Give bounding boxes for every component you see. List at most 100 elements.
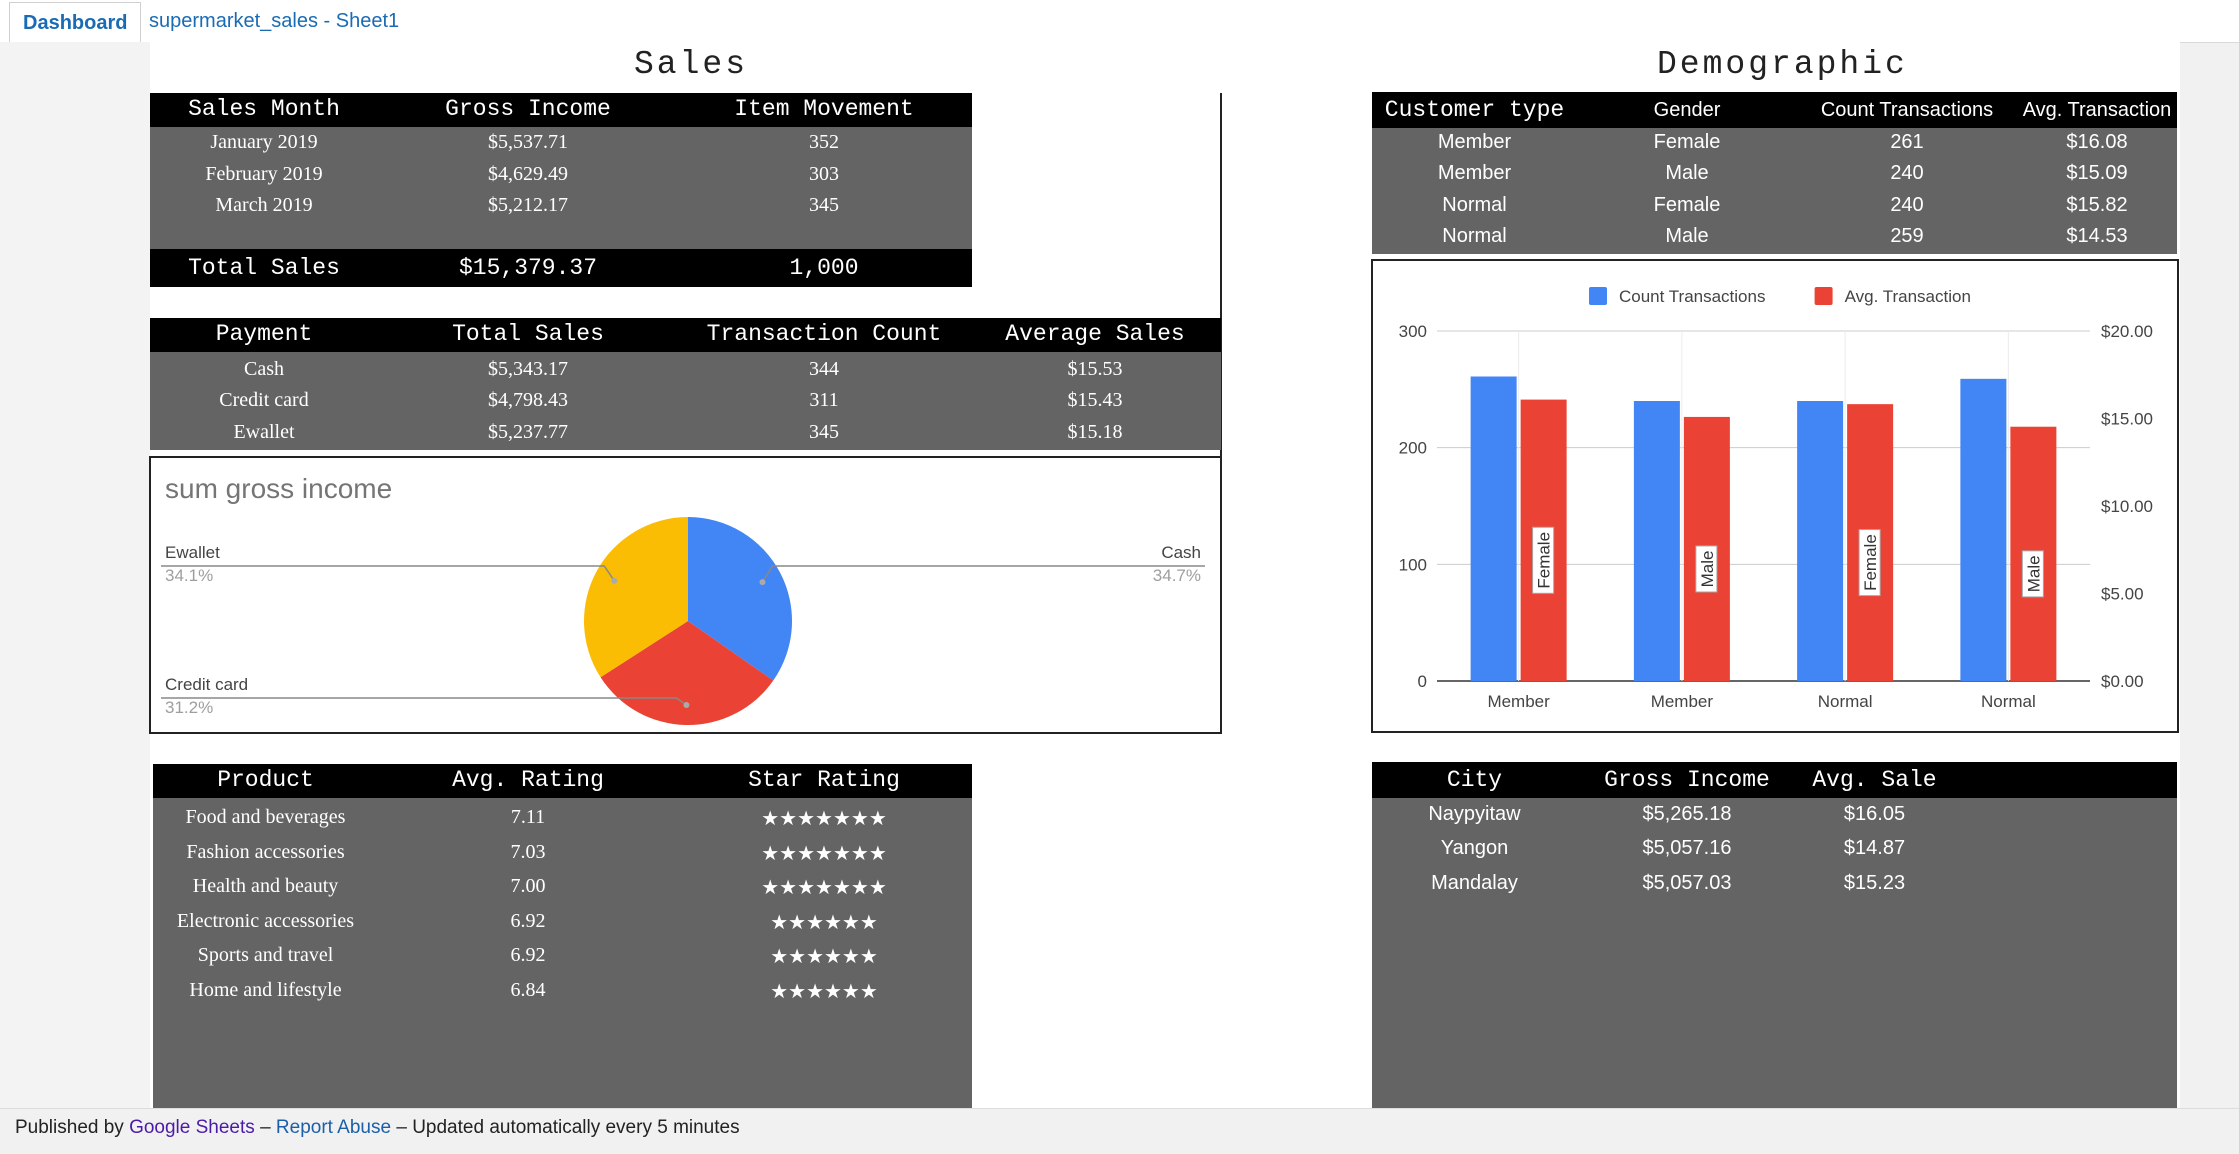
header-transaction-count: Transaction Count [706, 321, 942, 347]
cell: Male [1665, 225, 1709, 247]
table-row: Cash $5,343.17 344 $15.53 [150, 358, 1221, 388]
left-axis-tick: 200 [1399, 439, 1427, 458]
pie-slice-cash [688, 517, 792, 681]
customer-body [1372, 128, 2177, 254]
category-label: Normal [1818, 692, 1873, 711]
bar-label-group: Female [1858, 529, 1881, 597]
left-axis-tick: 300 [1399, 322, 1427, 341]
pie-chart[interactable]: sum gross income Cash 34.7% Credit card 31.… [149, 456, 1222, 734]
table-row: February 2019 $4,629.49 303 [150, 163, 972, 193]
header-gross-income: Gross Income [1604, 767, 1770, 793]
cell: 6.84 [510, 978, 546, 1001]
header-gender: Gender [1653, 99, 1721, 121]
pie-percent-label: 34.1% [165, 566, 213, 585]
cell: 7.03 [510, 840, 546, 863]
sales-section-title: Sales [634, 46, 749, 83]
bar-label-group: Male [1695, 545, 1718, 593]
cell: $15.53 [1067, 358, 1123, 380]
star-rating: ★★★★★★ [770, 980, 878, 1003]
cell: Sports and travel [197, 944, 334, 966]
cell: 311 [809, 389, 839, 411]
legend-label: Count Transactions [1619, 287, 1765, 306]
cell: Member [1437, 162, 1512, 184]
star-rating: ★★★★★★★ [761, 842, 887, 865]
cell: 1,000 [789, 255, 859, 281]
header-product: Product [217, 767, 314, 793]
table-row: Sports and travel 6.92 ★★★★★★ [153, 944, 972, 974]
pie-leader-line [761, 565, 1205, 583]
bar-chart-svg: Count Transactions Avg. Transaction 0 100 20… [1399, 287, 2153, 711]
header-city: City [1446, 767, 1503, 793]
footer-separator: – [260, 1117, 271, 1138]
star-rating: ★★★★★★★ [761, 877, 887, 899]
table-row: January 2019 $5,537.71 352 [150, 131, 972, 161]
cell: Credit card [219, 389, 309, 411]
divider [1220, 93, 1222, 733]
cell: 261 [1890, 131, 1924, 153]
bar-count-transactions [1633, 401, 1680, 681]
cell: 303 [809, 163, 839, 185]
cell: Health and beauty [192, 875, 339, 897]
sheet-margin [0, 42, 150, 1108]
cell: Female [1653, 131, 1721, 153]
city-header: City Gross Income Avg. Sale [1372, 762, 2177, 798]
cell: $4,798.43 [488, 389, 568, 411]
header-item-movement: Item Movement [734, 96, 914, 122]
city-body [1372, 798, 2177, 1108]
footer-updated-text: Updated automatically every 5 minutes [412, 1117, 740, 1138]
header-sales-month: Sales Month [188, 96, 340, 122]
customer-header: Customer type Gender Count Transactions … [1372, 92, 2177, 128]
cell: Normal [1442, 225, 1507, 247]
category-label: Normal [1981, 692, 2036, 711]
cell: $15.23 [1843, 872, 1906, 894]
tab-sheet1[interactable]: supermarket_sales - Sheet1 [149, 10, 400, 32]
bar-count-transactions [1960, 378, 2007, 681]
header-gross-income: Gross Income [445, 96, 611, 122]
pie-percent-label: 34.7% [1153, 566, 1201, 585]
left-axis-tick: 100 [1399, 555, 1427, 574]
cell: $5,343.17 [488, 358, 568, 380]
cell: Fashion accessories [186, 840, 345, 863]
google-sheets-link[interactable]: Google Sheets [129, 1117, 255, 1138]
pie-label: Ewallet [165, 543, 220, 562]
tab-dashboard[interactable]: Dashboard [9, 2, 142, 42]
footer-prefix: Published by [15, 1117, 124, 1138]
cell: $15.18 [1067, 421, 1123, 443]
demographic-section-title: Demographic [1657, 46, 1908, 83]
product-body [153, 798, 972, 1108]
star-rating: ★★★★★★ [770, 946, 878, 968]
legend-swatch [1589, 287, 1607, 305]
pie-chart-title: sum gross income [165, 473, 392, 504]
report-abuse-link[interactable]: Report Abuse [275, 1117, 392, 1138]
pie-label: Credit card [165, 675, 248, 694]
cell: 240 [1890, 162, 1924, 184]
table-row: Health and beauty 7.00 ★★★★★★★ [153, 875, 972, 905]
table-row: Normal Female 240 $15.82 [1372, 194, 2177, 224]
cell: 7.11 [510, 806, 546, 828]
pie-leader-dot [683, 701, 690, 708]
footer: Published by Google Sheets – Report Abus… [0, 1108, 2239, 1146]
cell: $15.09 [2066, 162, 2128, 184]
cell: $15,379.37 [458, 255, 598, 281]
bar-label: Male [1698, 551, 1717, 588]
cell: 345 [809, 194, 839, 216]
cell: January 2019 [210, 131, 318, 153]
tab-bar: Dashboard supermarket_sales - Sheet1 [0, 0, 2239, 43]
table-row: Home and lifestyle 6.84 ★★★★★★ [153, 979, 972, 1009]
cell: $16.08 [2066, 131, 2128, 153]
pie-slice-credit-card [600, 621, 774, 725]
table-row: Electronic accessories 6.92 ★★★★★★ [153, 910, 972, 940]
cell: $4,629.49 [488, 163, 568, 185]
category-label: Member [1651, 692, 1714, 711]
bar-count-transactions [1797, 401, 1844, 681]
pie-label: Cash [1161, 543, 1201, 562]
cell: March 2019 [215, 194, 313, 216]
bar-label-box [1858, 529, 1881, 597]
header-avg-sale: Avg. Sale [1812, 767, 1937, 793]
pie-percent-label: 31.2% [165, 698, 213, 717]
cell: 240 [1890, 194, 1924, 216]
right-axis-tick: $5.00 [2101, 585, 2144, 604]
cell: $15.82 [2066, 194, 2128, 216]
bar-label-box [1695, 545, 1718, 593]
bar-chart[interactable]: Count Transactions Avg. Transaction 0 100 20… [1371, 259, 2179, 733]
